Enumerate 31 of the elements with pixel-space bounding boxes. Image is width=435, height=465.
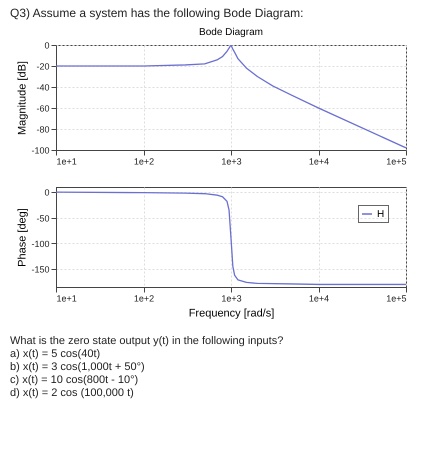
y-tick-label: 0 <box>44 40 50 50</box>
x-tick-label: 1e+2 <box>134 294 154 304</box>
y-tick-label: -40 <box>36 82 50 92</box>
x-tick-label: 1e+1 <box>56 294 77 304</box>
text: What is the zero state output y(t) in the following inputs? <box>10 335 284 347</box>
y-tick-label: -150 <box>31 264 50 275</box>
y-tick-label: -100 <box>31 146 50 156</box>
x-tick-label: 1e+5 <box>386 156 406 166</box>
y-tick-label: -80 <box>36 124 50 134</box>
y-tick-label: 0 <box>44 188 50 198</box>
y-tick-label: -100 <box>31 238 50 249</box>
y-tick-label: -60 <box>36 104 50 114</box>
x-axis-title: Frequency [rad/s] <box>188 308 274 320</box>
x-tick-label: 1e+3 <box>221 294 242 304</box>
x-tick-label: 1e+4 <box>308 156 330 166</box>
x-tick-label: 1e+4 <box>308 294 330 304</box>
text: b) x(t) = 3 cos(1,000t + 50°) <box>10 361 146 373</box>
x-tick-label: 1e+5 <box>386 294 406 304</box>
y-tick-label: -20 <box>36 62 50 72</box>
y-axis-title: Phase [deg] <box>16 208 28 267</box>
text: d) x(t) = 2 cos (100,000 t) <box>10 387 135 399</box>
text: c) x(t) = 10 cos(800t - 10°) <box>10 374 140 386</box>
chart-title: Bode Diagram <box>199 27 263 38</box>
x-tick-label: 1e+2 <box>134 156 154 166</box>
x-tick-label: 1e+3 <box>221 156 242 166</box>
y-tick-label: -50 <box>36 213 50 224</box>
text: a) x(t) = 5 cos(40t) <box>10 348 102 360</box>
x-tick-label: 1e+1 <box>56 156 77 166</box>
y-axis-title: Magnitude [dB] <box>16 61 28 135</box>
text: Q3) Assume a system has the following Bode Diagram: <box>10 6 304 20</box>
legend-label: H <box>377 209 384 220</box>
